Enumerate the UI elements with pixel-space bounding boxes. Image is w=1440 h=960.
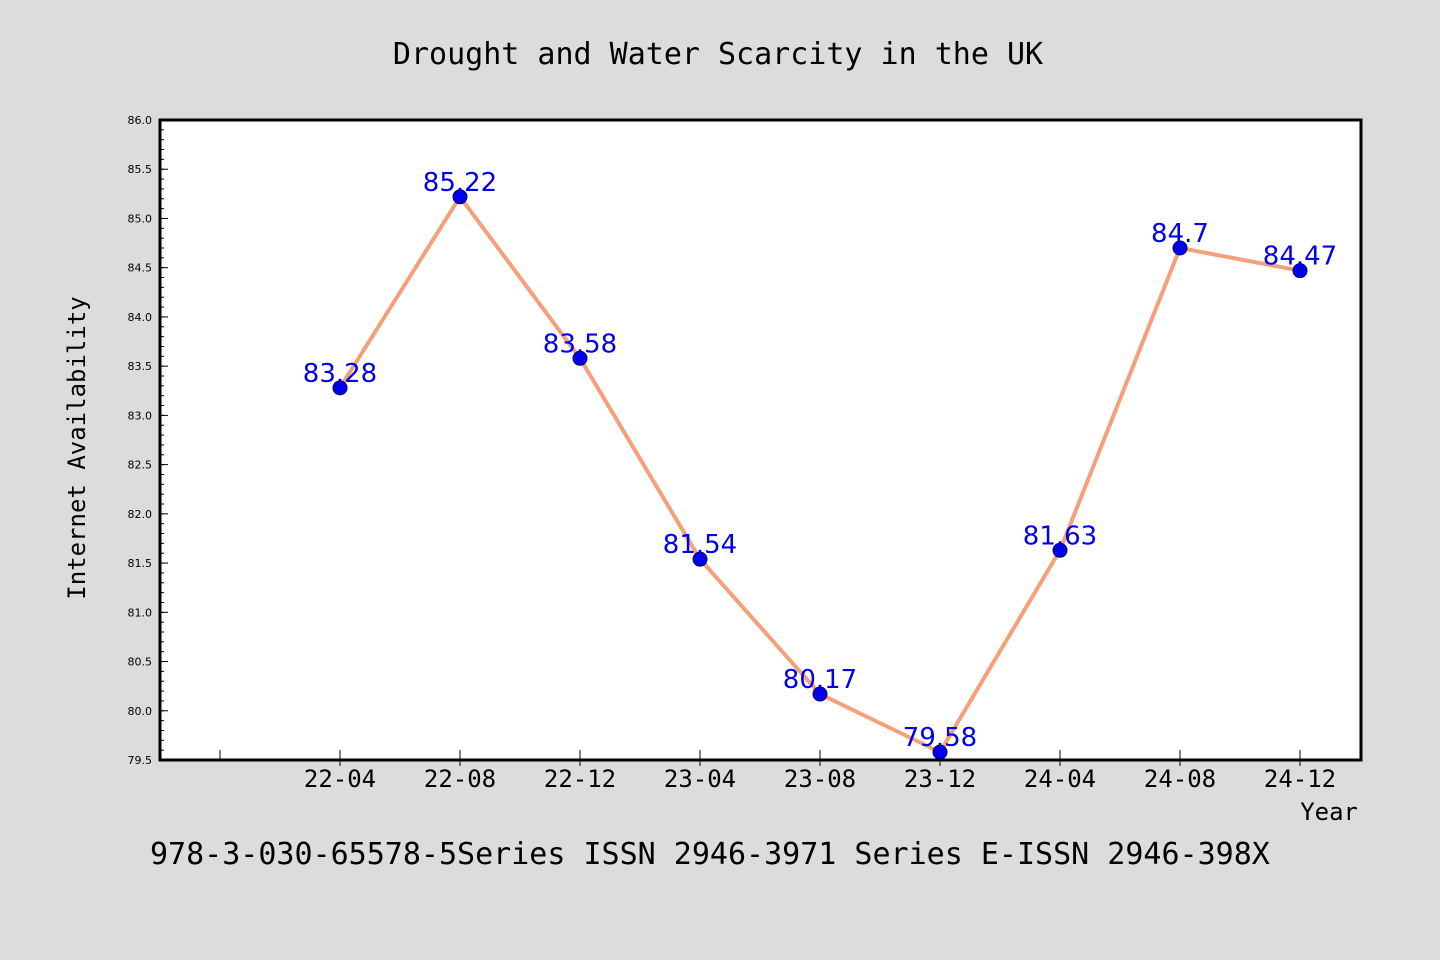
data-point bbox=[1292, 263, 1308, 279]
y-tick-label: 83.5 bbox=[128, 360, 153, 373]
y-tick-label: 81.0 bbox=[128, 606, 153, 619]
y-tick-label: 83.0 bbox=[128, 409, 153, 422]
data-label: 83.28 bbox=[303, 359, 377, 389]
data-label: 81.54 bbox=[663, 530, 737, 560]
data-point bbox=[332, 380, 348, 396]
x-tick-label: 22-12 bbox=[544, 765, 616, 793]
data-point bbox=[452, 189, 468, 205]
data-point bbox=[572, 350, 588, 366]
y-tick-label: 84.0 bbox=[128, 311, 153, 324]
plot-area bbox=[158, 118, 1363, 762]
x-tick-label: 23-08 bbox=[784, 765, 856, 793]
y-tick-label: 80.0 bbox=[128, 705, 153, 718]
x-tick-label: 24-04 bbox=[1024, 765, 1096, 793]
y-axis: 79.5 80.0 80.5 81.0 81.5 82.0 82.5 83.0 83.5 84.0… bbox=[128, 114, 168, 767]
y-tick-label: 79.5 bbox=[128, 754, 153, 767]
x-tick-label: 22-04 bbox=[304, 765, 376, 793]
data-label: 84.7 bbox=[1151, 219, 1209, 249]
x-tick-label: 24-08 bbox=[1144, 765, 1216, 793]
y-tick-label: 84.5 bbox=[128, 262, 153, 275]
data-point bbox=[932, 744, 948, 760]
y-tick-label: 85.5 bbox=[128, 163, 153, 176]
y-tick-label: 85.0 bbox=[128, 212, 153, 225]
y-tick-label: 82.0 bbox=[128, 508, 153, 521]
data-label: 79.58 bbox=[903, 723, 977, 753]
data-label: 83.58 bbox=[543, 329, 617, 359]
series-layer: 83.28 85.22 83.58 81.54 80.17 79.58 81.63 84.7 8… bbox=[303, 168, 1337, 760]
chart-title: Drought and Water Scarcity in the UK bbox=[393, 37, 1043, 72]
x-tick-label: 22-08 bbox=[424, 765, 496, 793]
data-point bbox=[692, 551, 708, 567]
y-tick-label: 81.5 bbox=[128, 557, 153, 570]
x-tick-label: 24-12 bbox=[1264, 765, 1336, 793]
x-tick-label: 23-04 bbox=[664, 765, 736, 793]
y-tick-label: 82.5 bbox=[128, 459, 153, 472]
data-label: 80.17 bbox=[783, 665, 857, 695]
data-point bbox=[812, 686, 828, 702]
y-tick-label: 86.0 bbox=[128, 114, 153, 127]
x-tick-label: 23-12 bbox=[904, 765, 976, 793]
footer-text: 978-3-030-65578-5Series ISSN 2946-3971 S… bbox=[150, 837, 1270, 872]
data-point bbox=[1052, 542, 1068, 558]
y-axis-label: Internet Availability bbox=[63, 296, 91, 599]
y-tick-label: 80.5 bbox=[128, 656, 153, 669]
data-label: 85.22 bbox=[423, 168, 497, 198]
x-axis: 22-04 22-08 22-12 23-04 23-08 23-12 24-04 24-08… bbox=[219, 750, 1336, 793]
data-label: 81.63 bbox=[1023, 521, 1097, 551]
data-point bbox=[1172, 240, 1188, 256]
x-axis-label: Year bbox=[1300, 798, 1358, 826]
data-label: 84.47 bbox=[1263, 242, 1337, 272]
